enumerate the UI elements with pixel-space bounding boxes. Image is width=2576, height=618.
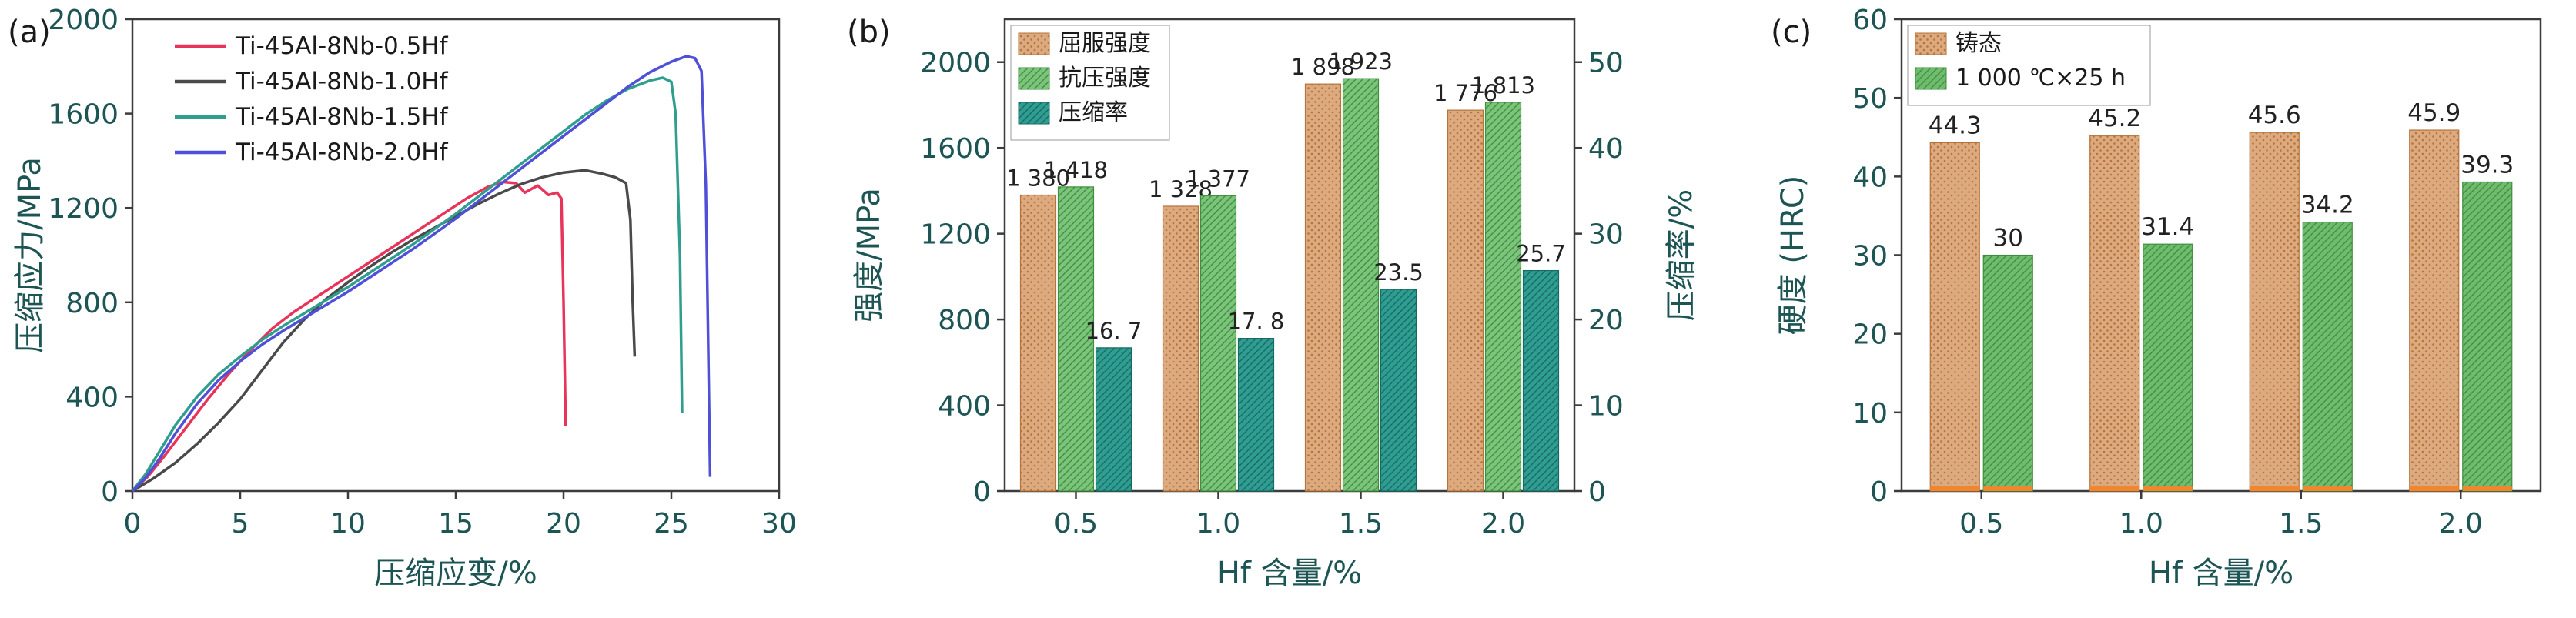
- svg-text:1 898: 1 898: [1291, 54, 1355, 80]
- svg-text:50: 50: [1588, 48, 1624, 79]
- svg-text:Ti-45Al-8Nb-2.0Hf: Ti-45Al-8Nb-2.0Hf: [235, 139, 449, 166]
- svg-text:25.7: 25.7: [1516, 241, 1566, 267]
- svg-text:2.0: 2.0: [2439, 508, 2483, 539]
- svg-text:Ti-45Al-8Nb-1.0Hf: Ti-45Al-8Nb-1.0Hf: [235, 68, 449, 95]
- svg-text:2000: 2000: [48, 5, 119, 36]
- svg-text:800: 800: [65, 288, 119, 319]
- svg-text:15: 15: [438, 508, 473, 539]
- svg-text:2.0: 2.0: [1481, 508, 1525, 539]
- svg-text:1600: 1600: [920, 133, 991, 165]
- svg-text:0.5: 0.5: [1959, 508, 2003, 539]
- svg-text:Ti-45Al-8Nb-0.5Hf: Ti-45Al-8Nb-0.5Hf: [235, 32, 449, 60]
- svg-text:(c): (c): [1771, 15, 1812, 50]
- svg-text:1 923: 1 923: [1329, 48, 1393, 75]
- svg-text:1.5: 1.5: [1339, 508, 1383, 539]
- svg-text:400: 400: [938, 391, 991, 423]
- svg-text:60: 60: [1852, 5, 1888, 36]
- svg-text:50: 50: [1852, 83, 1888, 115]
- svg-text:30: 30: [1852, 241, 1888, 272]
- svg-text:(a): (a): [8, 15, 51, 50]
- svg-text:23.5: 23.5: [1373, 259, 1423, 286]
- svg-text:45.9: 45.9: [2407, 99, 2461, 127]
- svg-text:0: 0: [101, 476, 119, 508]
- svg-text:40: 40: [1588, 133, 1624, 165]
- svg-text:44.3: 44.3: [1929, 112, 1982, 139]
- svg-text:800: 800: [938, 305, 991, 336]
- svg-text:压缩率/%: 压缩率/%: [1664, 189, 1699, 321]
- svg-text:1200: 1200: [48, 193, 119, 225]
- svg-text:30: 30: [761, 508, 797, 539]
- svg-text:400: 400: [65, 382, 119, 413]
- panel-b-strength-compression-bar-chart: 0 400 800 1200 1600 2000 0 10 20 30 40 50 0.5 1.0 1.5 2…: [847, 15, 1699, 591]
- svg-text:2000: 2000: [920, 48, 991, 79]
- svg-text:强度/MPa: 强度/MPa: [851, 188, 887, 322]
- svg-text:0: 0: [973, 476, 991, 508]
- svg-text:39.3: 39.3: [2461, 151, 2514, 179]
- svg-text:1200: 1200: [920, 219, 991, 251]
- svg-text:1 813: 1 813: [1471, 72, 1535, 99]
- svg-text:1 418: 1 418: [1044, 157, 1108, 183]
- svg-text:0: 0: [124, 508, 142, 539]
- svg-text:1 000 ℃×25 h: 1 000 ℃×25 h: [1955, 65, 2126, 92]
- svg-text:0.5: 0.5: [1054, 508, 1098, 539]
- svg-text:20: 20: [546, 508, 581, 539]
- svg-text:1.5: 1.5: [2279, 508, 2323, 539]
- svg-text:40: 40: [1852, 162, 1888, 193]
- panel-a-stress-strain-line-chart: 0 5 10 15 20 25 30 0 400 800 1200 1600 2000 压缩应变/% 压缩应…: [8, 5, 797, 591]
- svg-text:1600: 1600: [48, 99, 119, 131]
- svg-text:10: 10: [330, 508, 366, 539]
- svg-text:0: 0: [1588, 476, 1606, 508]
- svg-text:Ti-45Al-8Nb-1.5Hf: Ti-45Al-8Nb-1.5Hf: [235, 103, 449, 131]
- svg-text:30: 30: [1588, 219, 1624, 251]
- svg-text:31.4: 31.4: [2141, 213, 2194, 241]
- svg-text:硬度 (HRC): 硬度 (HRC): [1775, 175, 1811, 336]
- panel-c-hardness-bar-chart: 0 10 20 30 40 50 60 0.5 1.0 1.5 2.0 Hf 含量/% 硬度 (HRC)…: [1771, 5, 2542, 591]
- svg-text:34.2: 34.2: [2301, 192, 2354, 219]
- svg-text:17. 8: 17. 8: [1228, 309, 1285, 335]
- svg-text:Hf 含量/%: Hf 含量/%: [2149, 556, 2293, 591]
- svg-text:45.6: 45.6: [2248, 102, 2301, 129]
- svg-text:屈服强度: 屈服强度: [1059, 30, 1151, 57]
- svg-text:1.0: 1.0: [1196, 508, 1240, 539]
- svg-text:压缩应力/MPa: 压缩应力/MPa: [12, 157, 48, 353]
- svg-text:45.2: 45.2: [2088, 105, 2141, 132]
- svg-text:30: 30: [1993, 225, 2023, 252]
- svg-text:0: 0: [1870, 476, 1888, 508]
- svg-text:压缩应变/%: 压缩应变/%: [374, 556, 537, 591]
- svg-text:20: 20: [1588, 305, 1624, 336]
- svg-text:Hf 含量/%: Hf 含量/%: [1217, 556, 1362, 591]
- svg-text:抗压强度: 抗压强度: [1059, 65, 1151, 92]
- svg-text:25: 25: [654, 508, 689, 539]
- svg-text:10: 10: [1588, 391, 1624, 423]
- svg-text:1 377: 1 377: [1186, 165, 1250, 192]
- svg-text:5: 5: [232, 508, 249, 539]
- svg-text:(b): (b): [847, 15, 891, 50]
- svg-text:16. 7: 16. 7: [1086, 318, 1142, 344]
- svg-text:压缩率: 压缩率: [1059, 99, 1128, 126]
- svg-text:1.0: 1.0: [2119, 508, 2163, 539]
- svg-text:20: 20: [1852, 319, 1888, 351]
- svg-text:铸态: 铸态: [1955, 30, 2002, 57]
- svg-text:10: 10: [1852, 398, 1888, 429]
